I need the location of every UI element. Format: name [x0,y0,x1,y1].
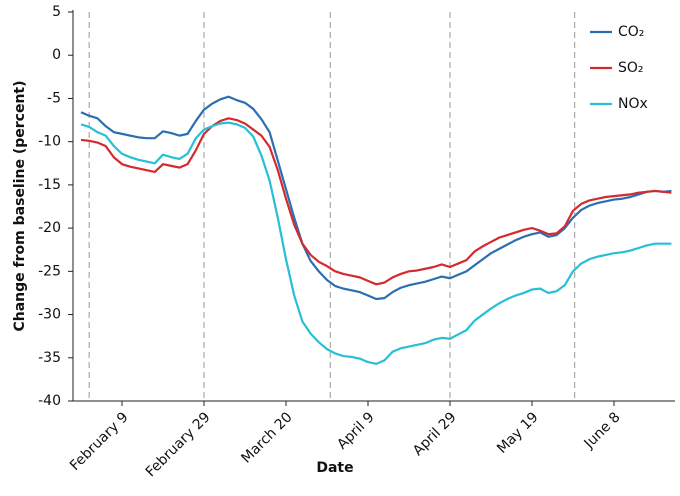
data-line [80,117,672,286]
x-tick-label: March 20 [238,409,295,466]
x-tick-label: May 19 [494,409,542,457]
y-tick-label: -40 [38,393,61,409]
data-line [80,121,672,365]
legend-label: SO₂ [618,60,644,76]
y-tick-label: -10 [38,134,61,150]
legend-label: CO₂ [618,24,644,40]
y-tick-label: -5 [47,90,61,106]
y-tick-label: -25 [38,263,61,279]
x-tick-label: February 9 [67,409,132,474]
y-tick-label: 5 [52,4,61,20]
x-tick-label: June 8 [581,409,624,452]
y-tick-label: -20 [38,220,61,236]
x-tick-label: April 9 [334,409,377,452]
y-axis-label: Change from baseline (percent) [12,80,28,331]
y-tick-label: -35 [38,350,61,366]
y-tick-label: 0 [52,47,61,63]
y-tick-label: -30 [38,307,61,323]
x-tick-label: February 29 [143,409,214,480]
data-line [80,95,672,301]
y-tick-label: -15 [38,177,61,193]
legend-label: NOx [618,96,648,112]
x-axis-label: Date [316,460,353,476]
x-tick-label: April 29 [410,409,460,459]
